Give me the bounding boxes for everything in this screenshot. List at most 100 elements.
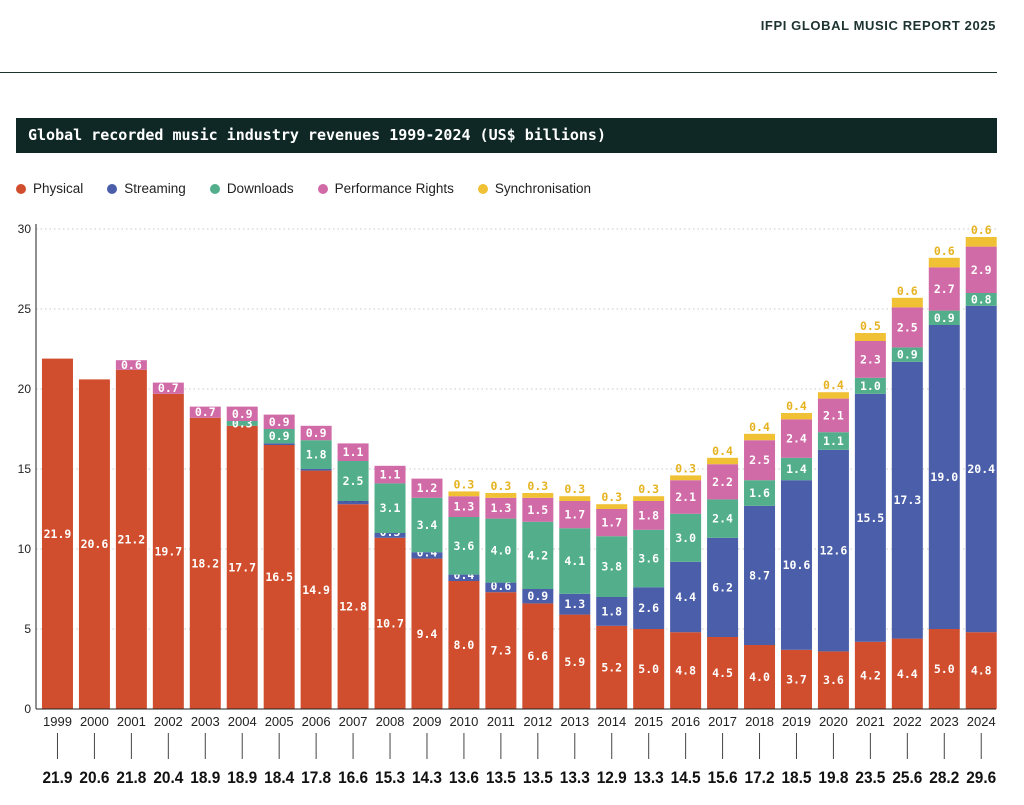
legend-swatch-performance-rights — [317, 183, 328, 194]
x-tick-label-2006: 2006 — [302, 714, 331, 729]
bar-downloads-2008 — [374, 483, 406, 533]
data-label-synchronisation-2014: 0.3 — [601, 490, 622, 504]
legend-item-performance-rights: Performance Rights — [317, 181, 454, 196]
data-label-physical-2015: 5.0 — [638, 662, 659, 676]
data-label-streaming-2020: 12.6 — [820, 544, 848, 558]
data-label-performance-rights-2023: 2.7 — [934, 282, 955, 296]
bar-downloads-2018 — [744, 480, 776, 506]
data-label-downloads-2008: 3.1 — [380, 501, 401, 515]
total-label-2017: 15.6 — [708, 768, 738, 787]
data-label-performance-rights-2006: 0.9 — [306, 426, 327, 440]
data-label-synchronisation-2018: 0.4 — [749, 420, 770, 434]
bar-downloads-2013 — [559, 528, 591, 594]
bar-physical-2019 — [780, 649, 812, 709]
data-label-downloads-2010: 3.6 — [454, 539, 475, 553]
bar-performance-rights-2004 — [226, 406, 258, 421]
legend-label-streaming: Streaming — [124, 181, 186, 196]
data-label-performance-rights-2018: 2.5 — [749, 453, 770, 467]
x-tick-label-2024: 2024 — [967, 714, 996, 729]
x-tick-label-2021: 2021 — [856, 714, 885, 729]
bar-synchronisation-2024 — [965, 237, 997, 247]
bar-synchronisation-2020 — [817, 392, 849, 399]
chart-title: Global recorded music industry revenues … — [16, 118, 997, 153]
data-label-synchronisation-2024: 0.6 — [971, 223, 992, 237]
data-label-physical-2013: 5.9 — [564, 655, 585, 669]
report-title: IFPI GLOBAL MUSIC REPORT 2025 — [760, 18, 996, 33]
data-label-synchronisation-2012: 0.3 — [527, 479, 548, 493]
bar-synchronisation-2021 — [854, 333, 886, 341]
data-label-downloads-2014: 3.8 — [601, 560, 622, 574]
bar-physical-2004 — [226, 425, 258, 709]
bar-downloads-2015 — [633, 529, 665, 588]
data-label-downloads-2007: 2.5 — [343, 474, 364, 488]
data-label-physical-2005: 16.5 — [265, 570, 293, 584]
bar-performance-rights-2005 — [263, 414, 295, 429]
bar-performance-rights-2001 — [115, 360, 147, 370]
data-label-performance-rights-2021: 2.3 — [860, 352, 881, 366]
data-label-downloads-2012: 4.2 — [527, 548, 548, 562]
data-label-downloads-2019: 1.4 — [786, 462, 807, 476]
x-tick-label-2004: 2004 — [228, 714, 257, 729]
bar-performance-rights-2010 — [448, 496, 480, 517]
bar-streaming-2017 — [707, 537, 739, 637]
total-label-2014: 12.9 — [597, 768, 627, 787]
x-tick-label-2019: 2019 — [782, 714, 811, 729]
data-label-streaming-2011: 0.6 — [490, 579, 511, 593]
bar-physical-2012 — [522, 603, 554, 709]
data-label-downloads-2017: 2.4 — [712, 512, 733, 526]
data-label-performance-rights-2007: 1.1 — [343, 445, 364, 459]
x-tick-label-2017: 2017 — [708, 714, 737, 729]
data-label-synchronisation-2010: 0.3 — [454, 477, 475, 491]
data-label-downloads-2015: 3.6 — [638, 552, 659, 566]
bar-streaming-2014 — [596, 597, 628, 626]
data-label-synchronisation-2015: 0.3 — [638, 482, 659, 496]
bar-synchronisation-2010 — [448, 491, 480, 497]
total-label-2007: 16.6 — [338, 768, 368, 787]
bar-physical-2010 — [448, 581, 480, 709]
data-label-performance-rights-2024: 2.9 — [971, 263, 992, 277]
data-label-performance-rights-2012: 1.5 — [527, 503, 548, 517]
bar-downloads-2016 — [670, 513, 702, 562]
x-tick-label-1999: 1999 — [43, 714, 72, 729]
total-label-2019: 18.5 — [781, 768, 811, 787]
data-label-streaming-2023: 19.0 — [930, 470, 958, 484]
total-label-1999: 21.9 — [42, 768, 72, 787]
bar-physical-2024 — [965, 632, 997, 709]
bar-downloads-2023 — [928, 310, 960, 325]
bar-physical-2021 — [854, 641, 886, 709]
bar-streaming-2023 — [928, 325, 960, 629]
data-label-physical-2009: 9.4 — [417, 627, 438, 641]
bar-performance-rights-2009 — [411, 478, 443, 498]
bar-streaming-2016 — [670, 561, 702, 633]
data-label-physical-2007: 12.8 — [339, 600, 367, 614]
y-tick-label: 5 — [24, 622, 31, 636]
bar-performance-rights-2011 — [485, 497, 517, 519]
bar-physical-2003 — [189, 417, 221, 709]
data-label-downloads-2023: 0.9 — [934, 311, 955, 325]
bar-downloads-2020 — [817, 432, 849, 450]
bar-synchronisation-2022 — [891, 297, 923, 308]
legend-label-physical: Physical — [33, 181, 84, 196]
bar-performance-rights-2020 — [817, 398, 849, 433]
data-label-performance-rights-2002: 0.7 — [158, 381, 179, 395]
bar-physical-2007 — [337, 504, 369, 709]
total-label-2009: 14.3 — [412, 768, 442, 787]
bar-performance-rights-2024 — [965, 246, 997, 293]
y-tick-label: 0 — [24, 702, 31, 716]
bar-streaming-2012 — [522, 589, 554, 604]
y-tick-label: 15 — [18, 462, 32, 476]
bar-downloads-2019 — [780, 457, 812, 481]
total-label-2004: 18.9 — [227, 768, 257, 787]
data-label-physical-2008: 10.7 — [376, 616, 404, 630]
bar-performance-rights-2018 — [744, 440, 776, 481]
x-tick-label-2003: 2003 — [191, 714, 220, 729]
bar-streaming-2021 — [854, 393, 886, 642]
data-label-physical-2012: 6.6 — [527, 649, 548, 663]
x-tick-label-2002: 2002 — [154, 714, 183, 729]
bar-downloads-2011 — [485, 518, 517, 583]
data-label-synchronisation-2022: 0.6 — [897, 284, 918, 298]
bar-streaming-2006 — [300, 469, 332, 471]
data-label-streaming-2018: 8.7 — [749, 568, 770, 582]
bar-performance-rights-2021 — [854, 341, 886, 378]
y-tick-label: 25 — [18, 302, 32, 316]
